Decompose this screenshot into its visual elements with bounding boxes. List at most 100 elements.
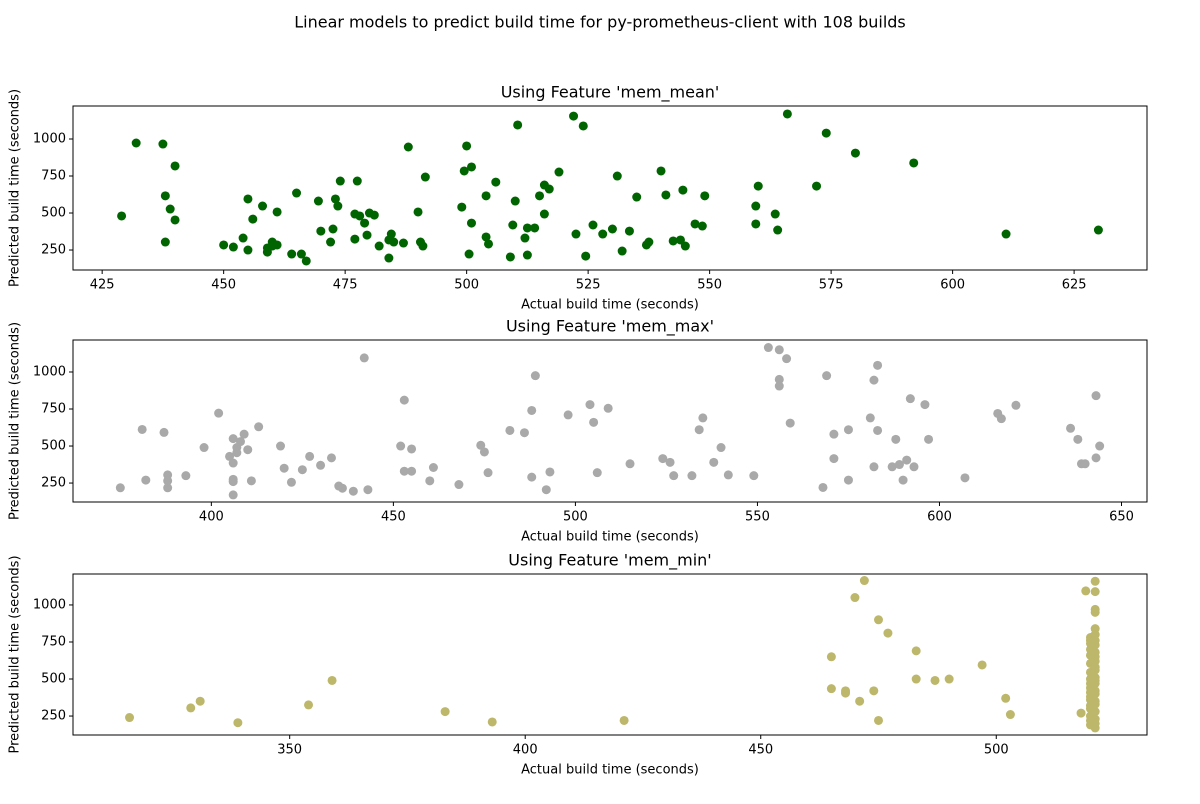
point [228, 490, 238, 500]
point [698, 413, 708, 423]
point [785, 418, 795, 428]
point [1090, 576, 1100, 586]
point [782, 354, 792, 364]
axes-frame [72, 339, 1148, 503]
point [843, 475, 853, 485]
point [326, 453, 336, 463]
point [545, 467, 555, 477]
point [589, 417, 599, 427]
point [328, 224, 338, 234]
point [569, 111, 579, 121]
point [850, 593, 860, 603]
point [920, 400, 930, 410]
x-tick-label: 650 [1109, 510, 1134, 525]
point [272, 240, 282, 250]
point [413, 207, 423, 217]
point [228, 458, 238, 468]
point [850, 148, 860, 158]
point [457, 202, 467, 212]
point [362, 230, 372, 240]
point [399, 466, 409, 476]
point [588, 220, 598, 230]
x-axis-label: Actual build time (seconds) [521, 530, 699, 545]
point [505, 252, 515, 262]
point [841, 686, 851, 696]
point [466, 218, 476, 228]
point [924, 434, 934, 444]
point [829, 454, 839, 464]
y-tick-label: 750 [41, 402, 66, 417]
point [243, 194, 253, 204]
y-tick-label: 500 [41, 439, 66, 454]
point [675, 235, 685, 245]
point [228, 434, 238, 444]
point [544, 184, 554, 194]
point [219, 240, 229, 250]
point [874, 715, 883, 725]
point [1073, 434, 1083, 444]
x-tick-label: 525 [576, 278, 601, 293]
point [1080, 459, 1090, 469]
point [891, 434, 901, 444]
x-tick-label: 425 [90, 278, 115, 293]
point [520, 233, 530, 243]
point [527, 472, 537, 482]
point [160, 237, 170, 247]
point [865, 413, 875, 423]
point [1076, 708, 1086, 718]
point [481, 191, 491, 201]
x-axis-label: Actual build time (seconds) [521, 298, 699, 313]
point [228, 242, 238, 252]
point [348, 486, 358, 496]
point [246, 476, 256, 486]
subplot-title: Using Feature 'mem_mean' [501, 83, 720, 103]
x-tick-label: 350 [277, 743, 302, 758]
point [355, 211, 365, 221]
point [225, 451, 235, 461]
point [181, 471, 191, 481]
point [505, 425, 515, 435]
point [163, 470, 173, 480]
point [581, 251, 591, 261]
point [333, 201, 343, 211]
point [396, 441, 406, 451]
point [680, 241, 690, 251]
x-tick-label: 500 [563, 510, 588, 525]
point [911, 646, 921, 656]
point [855, 696, 865, 706]
point [1085, 674, 1095, 684]
point [598, 229, 608, 239]
y-tick-label: 250 [41, 243, 66, 258]
point [632, 192, 642, 202]
point [420, 172, 430, 182]
y-axis-label: Predicted build time (seconds) [8, 322, 23, 520]
point [374, 241, 384, 251]
point [186, 703, 196, 713]
point [199, 443, 209, 453]
point [159, 427, 169, 437]
point [170, 161, 180, 171]
point [313, 196, 323, 206]
point [292, 188, 302, 198]
point [304, 700, 314, 710]
x-tick-label: 500 [984, 743, 1009, 758]
point [117, 211, 127, 221]
point [898, 475, 908, 485]
point [751, 201, 761, 211]
point [287, 249, 297, 259]
point [905, 394, 915, 404]
point [709, 457, 719, 467]
point [233, 718, 243, 728]
point [770, 209, 780, 219]
x-tick-label: 500 [454, 278, 479, 293]
point [697, 221, 707, 231]
point [749, 471, 759, 481]
y-tick-label: 1000 [33, 132, 66, 147]
point [1093, 225, 1103, 235]
point [165, 204, 175, 214]
point [487, 717, 497, 727]
point [619, 715, 629, 725]
point [160, 191, 170, 201]
point [1085, 695, 1095, 705]
point [352, 176, 362, 186]
